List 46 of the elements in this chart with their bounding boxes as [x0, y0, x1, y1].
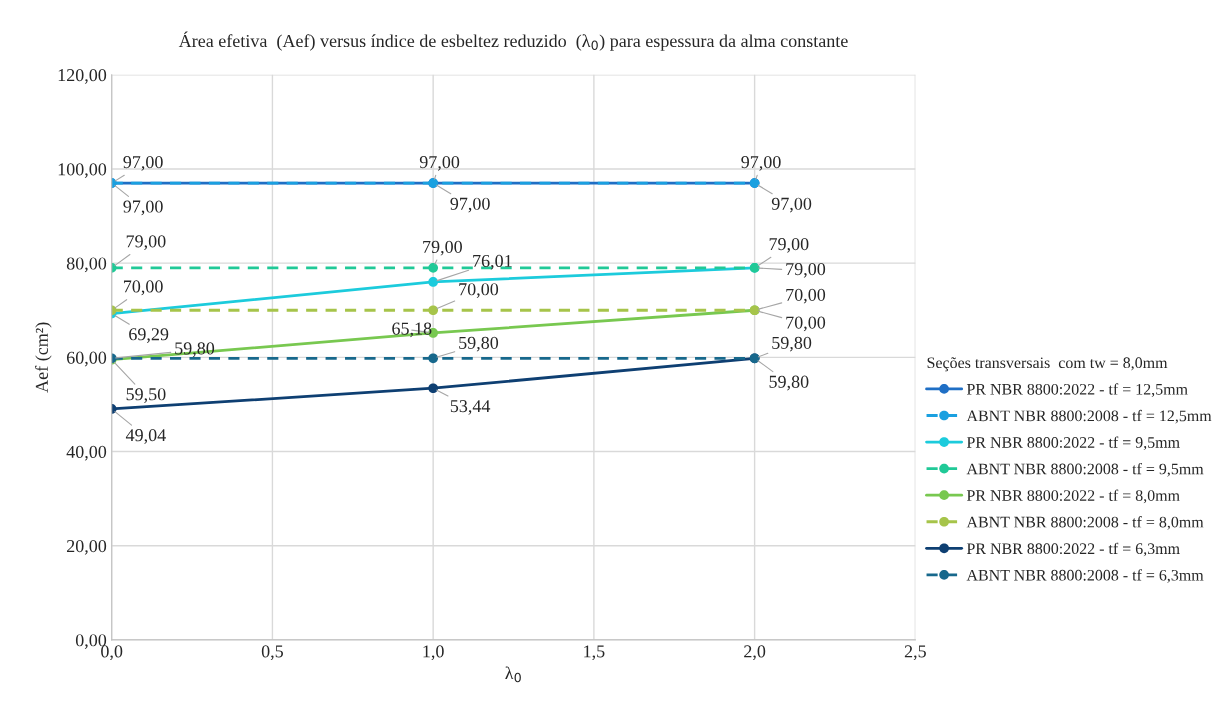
data-label: 70,00 [786, 316, 826, 332]
data-label: 49,04 [125, 429, 166, 444]
data-label: 97,00 [450, 197, 490, 213]
y-axis-title: Aef (cm²) [35, 322, 52, 393]
legend-label: ABNT NBR 8800:2008 - tf = 12,5mm [966, 409, 1212, 424]
x-tick-label: 0,5 [261, 645, 283, 661]
x-tick-label: 1,5 [584, 645, 605, 661]
y-tick-label: 20,00 [66, 539, 107, 555]
legend-label: PR NBR 8800:2022 - tf = 8,0mm [966, 489, 1180, 504]
legend-label: PR NBR 8800:2022 - tf = 9,5mm [966, 436, 1180, 451]
data-label: 97,00 [123, 200, 163, 216]
legend-title: Seções transversais com tw = 8,0mm [927, 357, 1168, 372]
data-label: 59,80 [769, 375, 809, 391]
data-label: 76,01 [473, 254, 512, 270]
data-label: 79,00 [786, 262, 826, 278]
data-label: 59,80 [459, 336, 499, 352]
y-tick-label: 120,00 [58, 69, 107, 84]
legend-label: PR NBR 8800:2022 - tf = 6,3mm [966, 542, 1180, 557]
data-label: 53,44 [450, 400, 491, 415]
x-tick-label: 2,0 [744, 645, 766, 661]
legend-label: ABNT NBR 8800:2008 - tf = 9,5mm [966, 462, 1204, 477]
legend-label: PR NBR 8800:2022 - tf = 12,5mm [966, 383, 1188, 397]
y-tick-label: 80,00 [66, 257, 107, 273]
data-label: 59,50 [126, 388, 166, 403]
x-tick-label: 2,5 [904, 645, 926, 661]
data-label: 97,00 [419, 155, 460, 171]
data-label: 79,00 [423, 240, 462, 256]
y-tick-label: 100,00 [58, 163, 107, 179]
x-tick-label: 1,0 [423, 645, 444, 661]
data-label: 79,00 [769, 237, 809, 253]
legend-label: ABNT NBR 8800:2008 - tf = 6,3mm [966, 569, 1204, 583]
chart-title: Área efetiva (Aef) versus índice de esbeltez reduzido (λ$_{0}$) para espessura da alma constante [178, 31, 848, 51]
data-label: 97,00 [123, 155, 163, 171]
x-axis-title: λ$_{0}$ [505, 666, 521, 683]
y-tick-label: 60,00 [66, 351, 107, 367]
y-tick-label: 40,00 [66, 445, 107, 461]
data-label: 79,00 [126, 235, 166, 250]
data-label: 65,18 [392, 322, 432, 338]
data-label: 97,00 [771, 197, 812, 213]
data-label: 70,00 [459, 283, 499, 298]
legend-label: ABNT NBR 8800:2008 - tf = 8,0mm [966, 516, 1204, 530]
data-label: 70,00 [123, 280, 163, 296]
data-label: 59,80 [772, 336, 812, 352]
data-label: 69,29 [129, 328, 169, 343]
data-label: 97,00 [741, 155, 781, 171]
data-label: 70,00 [786, 288, 826, 304]
